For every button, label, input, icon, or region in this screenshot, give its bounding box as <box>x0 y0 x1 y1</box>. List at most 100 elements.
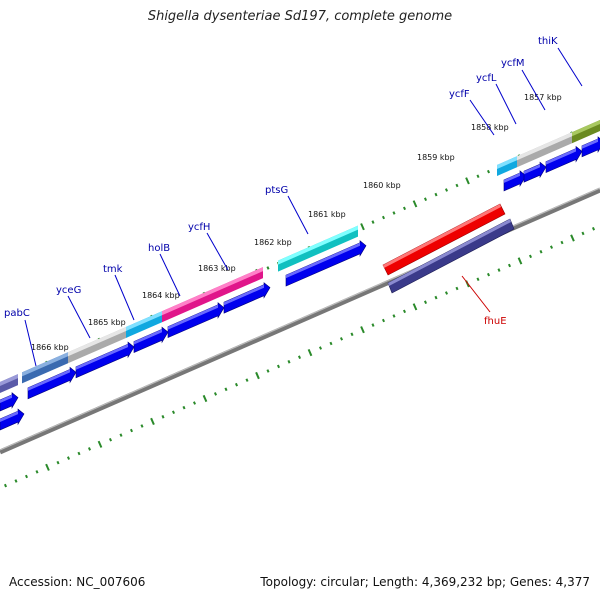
gene-label-ycfH: ycfH <box>188 222 210 233</box>
cds-arrow-shine <box>0 394 12 403</box>
ruler-minor-tick <box>119 433 123 437</box>
ruler-minor-tick <box>266 266 270 270</box>
cds-arrow-shine <box>0 411 18 422</box>
ruler-minor-tick <box>497 268 501 272</box>
ruler-minor-tick <box>528 254 533 259</box>
ruler-minor-tick <box>423 300 428 304</box>
cds-arrow-shine <box>134 329 162 345</box>
gene-label-yceG: yceG <box>56 285 81 296</box>
cds-arrow <box>285 240 367 287</box>
gene-label-ptsG: ptsG <box>265 185 288 196</box>
gene-feature-shine <box>572 119 600 137</box>
ruler-minor-tick <box>129 428 134 433</box>
cds-arrow <box>503 170 527 192</box>
cds-arrow-shine <box>286 242 360 279</box>
ruler-minor-tick <box>392 211 396 215</box>
cds-arrow <box>545 145 583 174</box>
ruler-major-tick <box>412 303 418 311</box>
kbp-label: 1862 kbp <box>254 238 292 247</box>
thiK-leader <box>557 47 583 87</box>
gene-feature-shine <box>497 156 517 169</box>
ruler-major-tick <box>517 257 523 265</box>
ruler-minor-tick <box>371 323 375 327</box>
feature-bars <box>0 119 600 393</box>
ruler-minor-tick <box>297 355 302 359</box>
ruler-minor-tick <box>549 245 554 249</box>
cds-arrow-shine <box>28 369 70 391</box>
kbp-label: 1861 kbp <box>308 210 346 219</box>
ruler-minor-tick <box>381 215 386 220</box>
ruler-minor-tick <box>381 318 386 323</box>
gene-label-fhuE: fhuE <box>484 316 507 327</box>
ruler-minor-tick <box>35 470 39 474</box>
map-title: Shigella dysenteriae Sd197, complete gen… <box>147 9 453 24</box>
ruler-minor-tick <box>402 206 407 211</box>
ruler-minor-tick <box>213 392 218 396</box>
ycfM-leader <box>521 69 546 111</box>
ruler-minor-tick <box>539 249 543 254</box>
ycfH-leader <box>206 232 229 271</box>
ruler-minor-tick <box>276 364 281 369</box>
ptsG-leader <box>287 195 309 235</box>
cds-arrow-shine <box>76 344 128 370</box>
kbp-label: 1859 kbp <box>417 153 455 162</box>
kbp-labels: 1866 kbp 1865 kbp 1864 kbp 1863 kbp 1862… <box>31 93 562 352</box>
ruler-minor-tick <box>455 183 459 188</box>
ruler-major-tick <box>307 348 313 357</box>
cds-arrow <box>0 408 25 431</box>
ruler-major-tick <box>360 326 365 334</box>
ruler-lower <box>3 227 596 488</box>
topology-text: Topology: circular; Length: 4,369,232 bp… <box>260 575 590 589</box>
ruler-minor-tick <box>486 272 491 277</box>
cds-arrows <box>0 136 600 431</box>
ruler-minor-tick <box>444 188 449 192</box>
cds-arrow-shine <box>546 148 576 165</box>
ruler-minor-tick <box>171 410 176 415</box>
ruler-minor-tick <box>423 197 428 201</box>
fhuE-gene-bar <box>382 203 506 276</box>
ruler-minor-tick <box>402 309 407 314</box>
ruler-minor-tick <box>192 401 197 405</box>
tmk-leader <box>114 274 135 321</box>
ruler-major-tick <box>412 200 418 208</box>
ruler-minor-tick <box>507 263 512 268</box>
ruler-minor-tick <box>455 286 459 291</box>
ruler-minor-tick <box>476 277 480 282</box>
gene-feature-shine <box>517 132 572 161</box>
ruler-minor-tick <box>3 483 8 488</box>
gene-label-ycfF: ycfF <box>449 89 470 100</box>
ruler-minor-tick <box>434 295 438 300</box>
kbp-label: 1860 kbp <box>363 181 401 190</box>
kbp-label: 1865 kbp <box>88 318 126 327</box>
ruler-minor-tick <box>581 231 585 236</box>
ruler-minor-tick <box>392 314 396 318</box>
ruler-minor-tick <box>245 378 249 382</box>
cds-arrow-shine <box>224 284 264 306</box>
cds-arrow-shine <box>504 172 520 183</box>
ycfL-leader <box>495 83 517 125</box>
cds-arrow <box>0 392 19 412</box>
kbp-label: 1864 kbp <box>142 291 180 300</box>
gene-feature-shine <box>162 287 216 316</box>
ruler-major-tick <box>360 223 365 231</box>
ruler-minor-tick <box>77 451 81 456</box>
ruler-minor-tick <box>444 291 449 295</box>
ruler-major-tick <box>97 440 103 448</box>
ruler-minor-tick <box>161 415 165 419</box>
cds-arrow-shine <box>168 304 218 330</box>
ruler-major-tick <box>150 417 155 426</box>
ycfF-leader <box>469 99 495 136</box>
pabC-leader <box>24 319 37 367</box>
gene-label-holB: holB <box>148 243 170 254</box>
cds-arrow <box>75 341 135 379</box>
ruler-minor-tick <box>87 447 92 451</box>
gene-label-tmk: tmk <box>103 264 123 275</box>
gene-label-thiK: thiK <box>538 36 558 47</box>
ruler-minor-tick <box>486 169 491 174</box>
kbp-label: 1863 kbp <box>198 264 236 273</box>
ruler-minor-tick <box>350 332 354 337</box>
accession-text: Accession: NC_007606 <box>9 575 146 589</box>
gene-feature-shine <box>68 326 126 357</box>
cds-arrow <box>167 302 225 339</box>
